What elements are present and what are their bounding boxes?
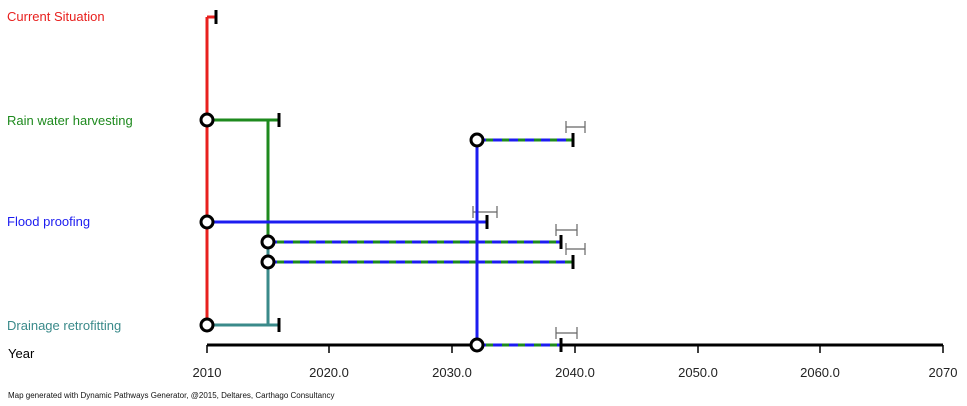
tick-label-2040: 2040.0 — [555, 365, 595, 380]
tick-label-2030: 2030.0 — [432, 365, 472, 380]
drainage-terminal — [277, 318, 281, 332]
tick-label-2020: 2020.0 — [309, 365, 349, 380]
tick-label-2060: 2060.0 — [800, 365, 840, 380]
tick-label-2050: 2050.0 — [678, 365, 718, 380]
flood-proofing-terminal — [485, 215, 489, 229]
tick-label-2010: 2010 — [192, 365, 222, 380]
combined-pathway-2-range — [565, 243, 586, 255]
combined-pathway-3-range — [565, 121, 586, 133]
node-combined-3 — [469, 132, 485, 148]
combined-pathway-4-range — [555, 327, 578, 339]
node-flood-proofing — [199, 214, 215, 230]
footer-credit: Map generated with Dynamic Pathways Gene… — [8, 391, 335, 400]
node-rain-harvesting — [199, 112, 215, 128]
combined-pathway-4-terminal — [559, 338, 563, 352]
node-drainage — [199, 317, 215, 333]
action-label-flood-proofing: Flood proofing — [7, 214, 91, 229]
node-combined-2 — [260, 254, 276, 270]
action-label-drainage-retrofitting: Drainage retrofitting — [7, 318, 122, 333]
node-combined-4 — [469, 337, 485, 353]
combined-pathway-3-terminal — [571, 133, 575, 147]
combined-pathway-1-range — [555, 224, 578, 236]
combined-pathway-1-terminal — [559, 235, 563, 249]
tick-label-2070: 2070 — [928, 365, 958, 380]
current-situation-terminal — [214, 10, 218, 24]
node-combined-1 — [260, 234, 276, 250]
action-label-current-situation: Current Situation — [7, 9, 105, 24]
axis-title: Year — [8, 346, 35, 361]
action-label-rain-water-harvesting: Rain water harvesting — [7, 113, 133, 128]
combined-pathway-2-terminal — [571, 255, 575, 269]
rain-harvesting-terminal — [277, 113, 281, 127]
